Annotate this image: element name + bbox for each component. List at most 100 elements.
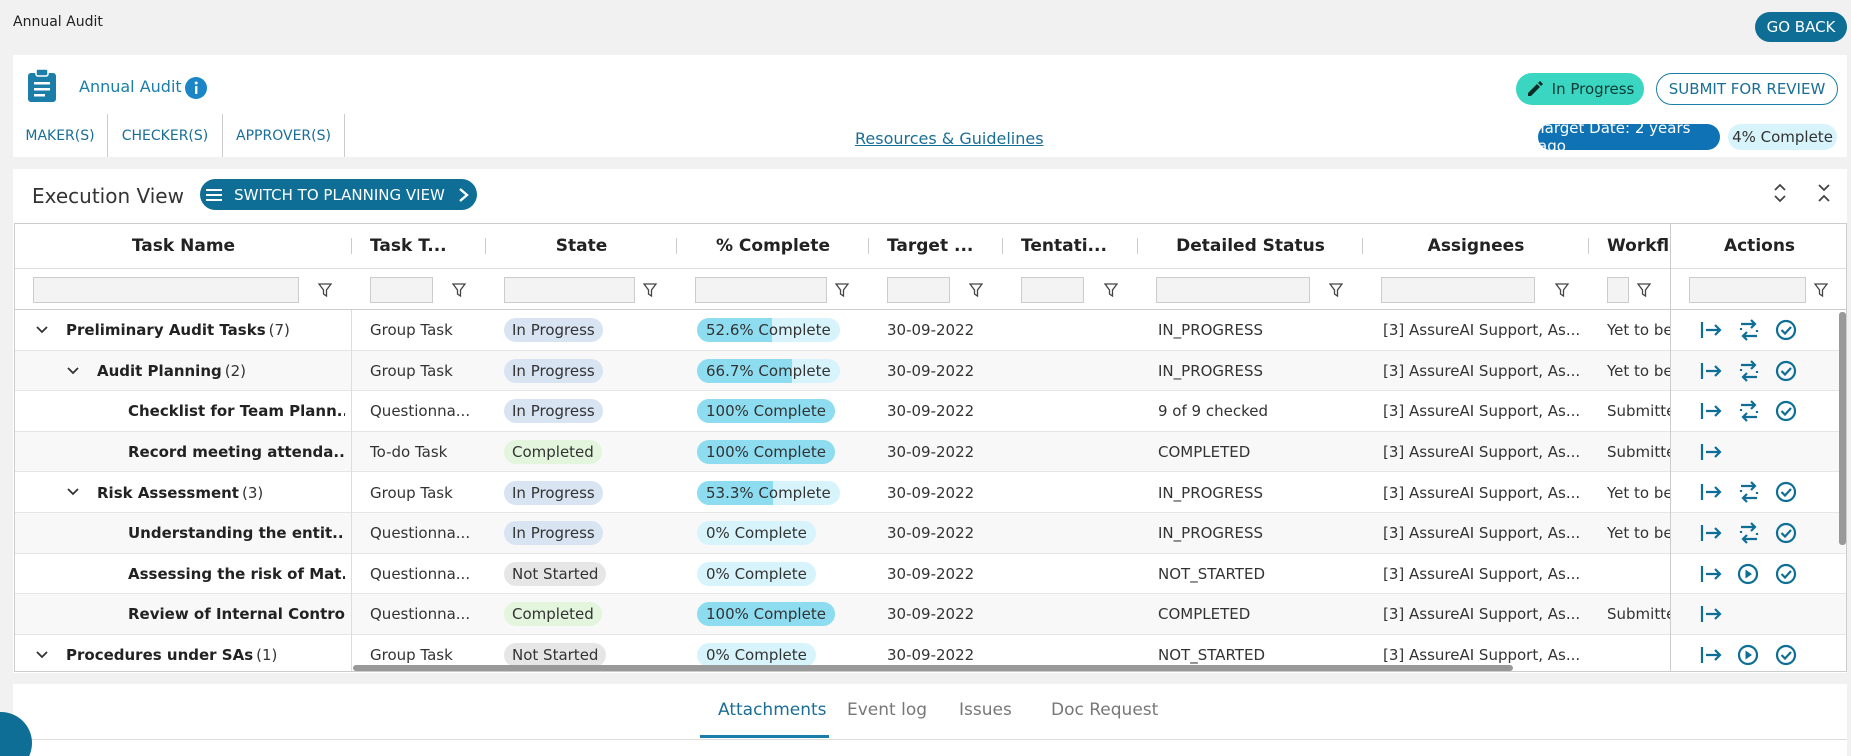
- submit-button[interactable]: SUBMIT FOR REVIEW: [1656, 73, 1838, 105]
- task-name[interactable]: Assessing the risk of Mat...: [128, 564, 345, 583]
- task-type: To-do Task: [370, 443, 448, 462]
- column-header[interactable]: Target ...: [887, 236, 974, 256]
- task-name[interactable]: Understanding the entit...: [128, 524, 345, 543]
- column-header[interactable]: Task Name: [131, 236, 236, 256]
- column-header[interactable]: Workflo: [1607, 236, 1671, 256]
- filter-input[interactable]: [887, 277, 950, 303]
- switch-button[interactable]: SWITCH TO PLANNING VIEW: [200, 179, 477, 210]
- task-name[interactable]: Risk Assessment: [97, 483, 239, 502]
- action-check[interactable]: [1775, 563, 1799, 585]
- action-play[interactable]: [1737, 644, 1761, 666]
- action-check[interactable]: [1775, 644, 1799, 666]
- filter-input[interactable]: [695, 277, 827, 303]
- detailed-status: 9 of 9 checked: [1158, 402, 1268, 421]
- filter-icon[interactable]: [643, 283, 657, 297]
- name-border: [351, 310, 352, 671]
- bottom-tab[interactable]: Doc Request: [1051, 700, 1159, 720]
- info-icon[interactable]: [185, 77, 207, 99]
- action-go[interactable]: [1699, 481, 1723, 503]
- task-name[interactable]: Procedures under SAs: [66, 646, 254, 665]
- task-name[interactable]: Record meeting attenda...: [128, 443, 345, 462]
- filter-input[interactable]: [1607, 277, 1629, 303]
- column-separator: [868, 238, 869, 254]
- assignees: [3] AssureAI Support, As...: [1383, 605, 1581, 624]
- role-tab[interactable]: MAKER(S): [13, 114, 108, 157]
- filter-icon[interactable]: [1329, 283, 1343, 297]
- filter-input[interactable]: [1021, 277, 1084, 303]
- column-header[interactable]: % Complete: [715, 236, 830, 256]
- column-header[interactable]: Assignees: [1427, 236, 1525, 256]
- state-cell: Completed: [504, 594, 671, 635]
- filter-input[interactable]: [1381, 277, 1535, 303]
- role-tab[interactable]: APPROVER(S): [223, 114, 345, 157]
- filter-icon[interactable]: [969, 283, 983, 297]
- row-bg: [15, 513, 1846, 554]
- detailed-status: NOT_STARTED: [1158, 564, 1265, 583]
- expand-chevron[interactable]: [35, 650, 49, 660]
- action-swap[interactable]: [1737, 319, 1761, 341]
- status-button[interactable]: In Progress: [1516, 73, 1644, 105]
- progress-cell: 0% Complete: [697, 635, 865, 671]
- expand-chevron[interactable]: [66, 366, 80, 376]
- action-go[interactable]: [1699, 563, 1723, 585]
- expand-icon[interactable]: [1773, 183, 1787, 203]
- row-bg: [15, 310, 1846, 351]
- target-date-pill: Target Date: 2 years ago: [1538, 119, 1720, 155]
- filter-icon[interactable]: [1104, 283, 1118, 297]
- bottom-tab[interactable]: Event log: [847, 700, 928, 720]
- action-swap[interactable]: [1737, 522, 1761, 544]
- action-check[interactable]: [1775, 319, 1799, 341]
- filter-icon[interactable]: [1555, 283, 1569, 297]
- bottom-tab[interactable]: Issues: [959, 700, 1012, 720]
- state-chip: In Progress: [504, 480, 603, 505]
- filter-icon[interactable]: [1814, 283, 1828, 297]
- expand-chevron[interactable]: [66, 487, 80, 497]
- column-header[interactable]: Actions: [1723, 236, 1796, 256]
- filter-icon[interactable]: [318, 283, 332, 297]
- filter-input[interactable]: [370, 277, 433, 303]
- resources-link[interactable]: Resources & Guidelines: [855, 129, 1044, 148]
- h-scrollbar[interactable]: [353, 665, 1513, 671]
- action-swap[interactable]: [1737, 359, 1761, 382]
- action-play[interactable]: [1737, 563, 1761, 585]
- collapse-icon[interactable]: [1817, 183, 1831, 203]
- task-name[interactable]: Review of Internal Control: [128, 605, 345, 624]
- v-scrollbar[interactable]: [1839, 312, 1846, 545]
- column-header[interactable]: Task T...: [370, 236, 447, 256]
- actions-cell: [1671, 310, 1846, 351]
- task-name[interactable]: Checklist for Team Plann...: [128, 402, 345, 421]
- filter-icon[interactable]: [1637, 283, 1651, 297]
- progress-pill: 100% Complete: [697, 602, 835, 627]
- filter-input[interactable]: [33, 277, 299, 303]
- bottom-tab[interactable]: Attachments: [718, 700, 827, 720]
- column-header[interactable]: State: [555, 236, 608, 256]
- task-name[interactable]: Audit Planning: [97, 361, 222, 380]
- action-go[interactable]: [1699, 319, 1723, 341]
- go-back-button[interactable]: GO BACK: [1755, 12, 1847, 42]
- task-name[interactable]: Preliminary Audit Tasks: [66, 321, 266, 340]
- action-swap[interactable]: [1737, 400, 1761, 422]
- action-check[interactable]: [1775, 481, 1799, 503]
- role-tab[interactable]: CHECKER(S): [108, 114, 223, 157]
- action-go[interactable]: [1699, 400, 1723, 422]
- action-go[interactable]: [1699, 360, 1723, 382]
- action-go[interactable]: [1699, 441, 1723, 463]
- column-header[interactable]: Detailed Status: [1176, 236, 1325, 256]
- filter-input[interactable]: [1156, 277, 1310, 303]
- action-swap[interactable]: [1737, 481, 1761, 504]
- action-check[interactable]: [1775, 522, 1799, 544]
- filter-icon[interactable]: [452, 283, 466, 297]
- action-check[interactable]: [1775, 360, 1799, 382]
- task-count: (1): [256, 646, 278, 665]
- expand-chevron[interactable]: [35, 325, 49, 335]
- filter-input[interactable]: [504, 277, 635, 303]
- action-go[interactable]: [1699, 603, 1723, 625]
- workflow: Yet to be: [1607, 321, 1671, 340]
- column-header[interactable]: Tentati...: [1021, 236, 1107, 256]
- filter-input[interactable]: [1689, 277, 1806, 303]
- action-go[interactable]: [1699, 644, 1723, 666]
- action-go[interactable]: [1699, 522, 1723, 544]
- filter-icon[interactable]: [835, 283, 849, 297]
- action-check[interactable]: [1775, 400, 1799, 422]
- detailed-status: IN_PROGRESS: [1158, 524, 1263, 543]
